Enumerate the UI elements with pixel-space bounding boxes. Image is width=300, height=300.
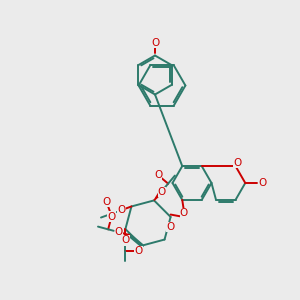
- Text: O: O: [158, 187, 166, 197]
- Text: O: O: [154, 170, 162, 180]
- Text: O: O: [259, 178, 267, 188]
- Text: O: O: [122, 236, 130, 245]
- Text: O: O: [115, 227, 123, 237]
- Text: O: O: [134, 246, 143, 256]
- Polygon shape: [154, 190, 164, 200]
- Text: O: O: [151, 38, 159, 48]
- Text: O: O: [117, 206, 125, 215]
- Text: O: O: [102, 196, 110, 206]
- Text: O: O: [107, 212, 116, 222]
- Text: O: O: [180, 208, 188, 218]
- Text: O: O: [167, 222, 175, 232]
- Text: O: O: [233, 158, 241, 167]
